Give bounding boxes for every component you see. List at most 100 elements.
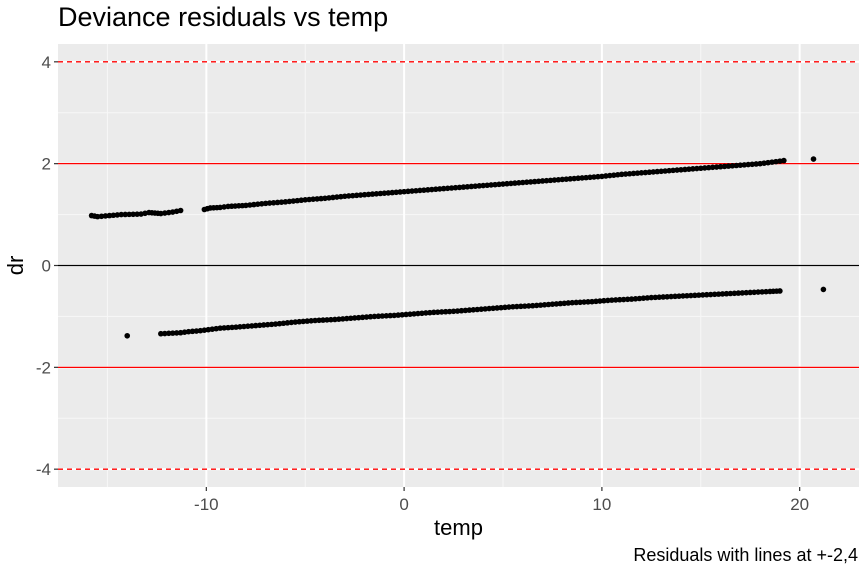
data-point [193,328,200,334]
data-point [347,315,354,322]
data-point [367,313,374,320]
data-point [654,168,661,175]
data-point [357,192,364,198]
data-point [514,303,520,310]
data-point [711,291,718,298]
data-point [660,294,666,300]
data-point [713,164,720,170]
data-point [585,299,591,305]
data-point [158,330,164,337]
data-point [134,211,140,217]
data-point [126,211,132,218]
data-point [328,316,334,323]
data-point [446,308,453,315]
data-point [521,303,528,309]
data-point [612,297,619,303]
data-point [674,167,680,173]
data-point [324,317,330,323]
data-point [777,158,783,164]
data-point [692,292,698,299]
data-point [456,184,463,191]
data-point [375,313,382,320]
data-point [318,195,324,202]
data-point [656,294,663,300]
y-tick-label: -2 [36,358,51,377]
data-points [88,156,827,339]
data-point [652,294,659,301]
data-point [387,312,394,319]
data-point [239,202,246,209]
data-point [699,292,706,298]
data-point [124,332,131,339]
data-point [743,289,750,296]
data-point [130,211,136,218]
data-point [249,323,255,329]
data-point [620,296,627,303]
data-point [169,330,176,336]
data-point [225,324,231,331]
data-point [684,292,690,299]
data-point [723,290,730,297]
data-point [91,213,98,219]
data-point [268,321,275,328]
y-tick-label: -4 [36,460,51,479]
data-point [535,178,542,185]
data-point [545,301,552,308]
data-point [727,290,734,297]
data-point [165,330,172,337]
data-point [605,297,611,304]
data-point [573,299,579,306]
data-point [298,197,305,204]
data-point [810,156,817,162]
data-point [383,313,390,319]
data-point [258,200,265,207]
data-point [820,286,827,293]
data-point [221,325,227,331]
data-point [773,288,780,294]
data-point [577,299,583,306]
data-point [442,308,449,315]
data-point [759,289,765,295]
data-point [417,187,423,194]
data-point [320,317,326,323]
data-point [747,289,754,296]
data-point [165,209,172,216]
y-axis-title: dr [3,256,28,276]
data-point [525,303,532,309]
data-point [379,313,386,319]
x-axis: -10 0 10 20 [194,487,809,514]
data-point [278,199,285,205]
data-point [755,289,761,295]
data-point [308,317,314,324]
data-point [316,317,322,324]
data-point [155,210,161,217]
data-point [214,204,220,211]
data-point [703,291,710,298]
data-point [753,161,759,167]
data-point [162,330,168,337]
data-point [506,304,512,310]
data-point [434,309,441,315]
data-point [668,293,674,300]
data-point [518,303,524,310]
data-point [173,330,180,336]
data-point [142,210,148,217]
data-point [680,293,686,299]
data-point [672,293,678,300]
data-point [688,292,694,299]
data-point [614,171,621,178]
data-point [496,181,502,188]
data-point [575,175,581,182]
data-point [438,309,445,315]
data-point [595,173,601,180]
data-point [436,186,443,192]
y-tick-label: 2 [42,155,51,174]
data-point [733,162,740,169]
data-point [114,212,121,218]
data-point [181,329,188,336]
data-point [555,176,562,183]
data-point [407,311,413,317]
data-point [735,290,742,296]
x-tick-label: 0 [399,495,408,514]
